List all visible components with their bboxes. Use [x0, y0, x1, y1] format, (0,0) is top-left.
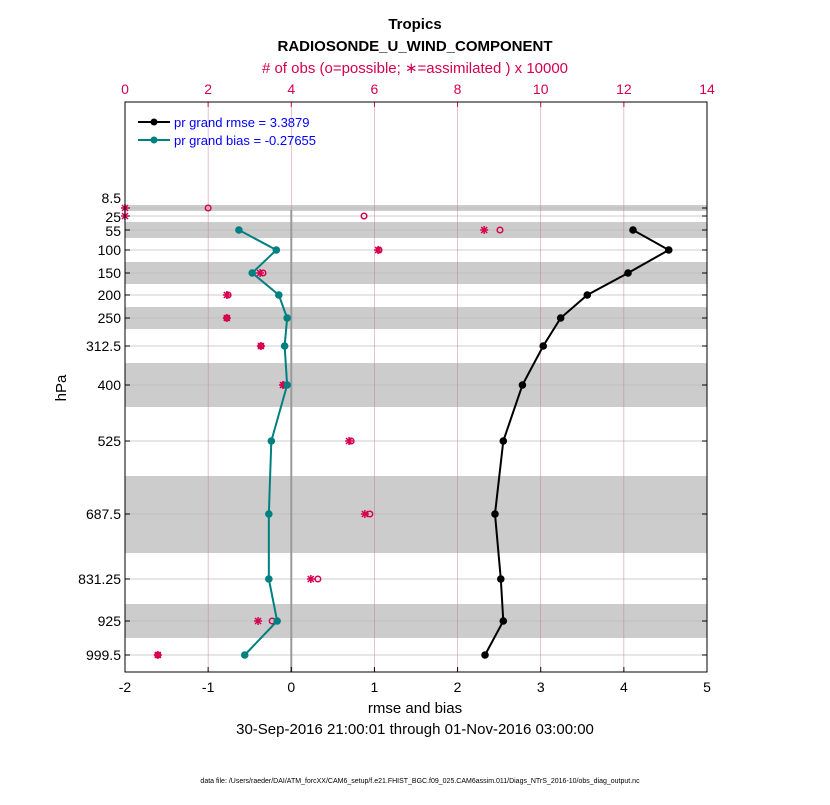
x-tick-label: 4: [620, 679, 628, 695]
bias-point: [272, 246, 281, 254]
legend-bias-marker: [150, 136, 158, 144]
top-tick-label: 14: [699, 81, 715, 97]
bias-point: [265, 510, 273, 518]
y-tick-label: 312.5: [86, 338, 121, 354]
y-tick-label: 150: [98, 265, 122, 281]
bias-point: [273, 617, 281, 625]
obs-assimilated-marker: [480, 226, 489, 234]
x-axis-label: rmse and bias: [368, 700, 462, 717]
obs-assimilated-marker: [306, 575, 315, 583]
rmse-point: [583, 291, 592, 299]
y-tick-label: 525: [98, 433, 122, 449]
obs-possible-marker: [496, 226, 504, 234]
x-tick-label: -1: [202, 679, 215, 695]
x-tick-label: 3: [537, 679, 545, 695]
bias-point: [240, 651, 249, 659]
y-tick-label: 250: [98, 310, 122, 326]
top-axis-label: # of obs (o=possible; ∗=assimilated ) x …: [262, 60, 568, 77]
obs-possible-marker: [366, 510, 374, 518]
bias-point: [248, 269, 257, 277]
legend-bias-label: pr grand bias = -0.27655: [174, 133, 316, 148]
obs-possible-marker: [204, 204, 212, 212]
bias-point: [235, 226, 243, 234]
x-tick-label: 5: [703, 679, 711, 695]
rmse-point: [624, 269, 632, 277]
plot-frame: [124, 101, 708, 673]
y-tick-label: 55: [105, 223, 121, 239]
legend-rmse-label: pr grand rmse = 3.3879: [174, 115, 310, 130]
top-tick-label: 12: [616, 81, 632, 97]
bias-line: [238, 229, 289, 656]
y-tick-label: 200: [98, 287, 122, 303]
rmse-point: [556, 314, 565, 322]
top-tick-label: 0: [121, 81, 129, 97]
top-tick-label: 2: [204, 81, 212, 97]
bias-point: [283, 314, 291, 322]
legend: pr grand rmse = 3.3879 pr grand bias = -…: [138, 115, 316, 148]
y-tick-label: 8.5: [102, 190, 122, 206]
rmse-point: [491, 510, 499, 518]
chart-title: Tropics: [388, 16, 441, 33]
top-tick-label: 10: [533, 81, 549, 97]
bias-point: [280, 342, 289, 350]
y-axis-label: hPa: [53, 374, 70, 401]
obs-possible-marker: [360, 212, 368, 220]
top-tick-label: 8: [454, 81, 462, 97]
x-tick-label: 0: [287, 679, 295, 695]
bias-point: [265, 575, 273, 583]
obs-possible-marker: [347, 437, 355, 445]
obs-possible-marker: [259, 269, 267, 277]
x-tick-label: -2: [119, 679, 132, 695]
rmse-point: [481, 651, 489, 659]
rmse-line: [484, 229, 671, 656]
rmse-point: [518, 381, 527, 389]
top-tick-label: 6: [371, 81, 379, 97]
y-tick-label: 687.5: [86, 506, 121, 522]
bias-point: [275, 291, 283, 299]
y-tick-label: 925: [98, 613, 122, 629]
obs-assimilated-marker: [254, 617, 263, 625]
chart-subtitle: RADIOSONDE_U_WIND_COMPONENT: [277, 38, 552, 55]
rmse-point: [497, 575, 505, 583]
rmse-point: [499, 437, 508, 445]
obs-assimilated-marker: [360, 510, 369, 518]
rmse-point: [539, 342, 548, 350]
obs-possible-marker: [314, 575, 322, 583]
y-tick-label: 25: [105, 209, 121, 225]
y-tick-label: 400: [98, 377, 122, 393]
obs-possible-marker: [375, 246, 383, 254]
bias-point: [267, 437, 276, 445]
x-tick-label: 1: [371, 679, 379, 695]
bias-point: [283, 381, 291, 389]
obs-possible-marker: [223, 314, 231, 322]
footer-data-file: data file: /Users/raeder/DAI/ATM_forcXX/…: [200, 778, 640, 785]
y-tick-label: 100: [98, 242, 122, 258]
legend-rmse-marker: [150, 118, 158, 126]
y-tick-label: 831.25: [78, 571, 121, 587]
rmse-point: [499, 617, 508, 625]
level-band: [125, 476, 707, 553]
x-tick-label: 2: [454, 679, 462, 695]
obs-possible-marker: [224, 291, 232, 299]
date-range: 30-Sep-2016 21:00:01 through 01-Nov-2016…: [236, 721, 594, 738]
rmse-point: [629, 226, 637, 234]
obs-possible-marker: [257, 342, 265, 350]
y-tick-label: 999.5: [86, 647, 121, 663]
obs-possible-marker: [154, 651, 162, 659]
top-tick-label: 4: [287, 81, 295, 97]
rmse-point: [664, 246, 673, 254]
